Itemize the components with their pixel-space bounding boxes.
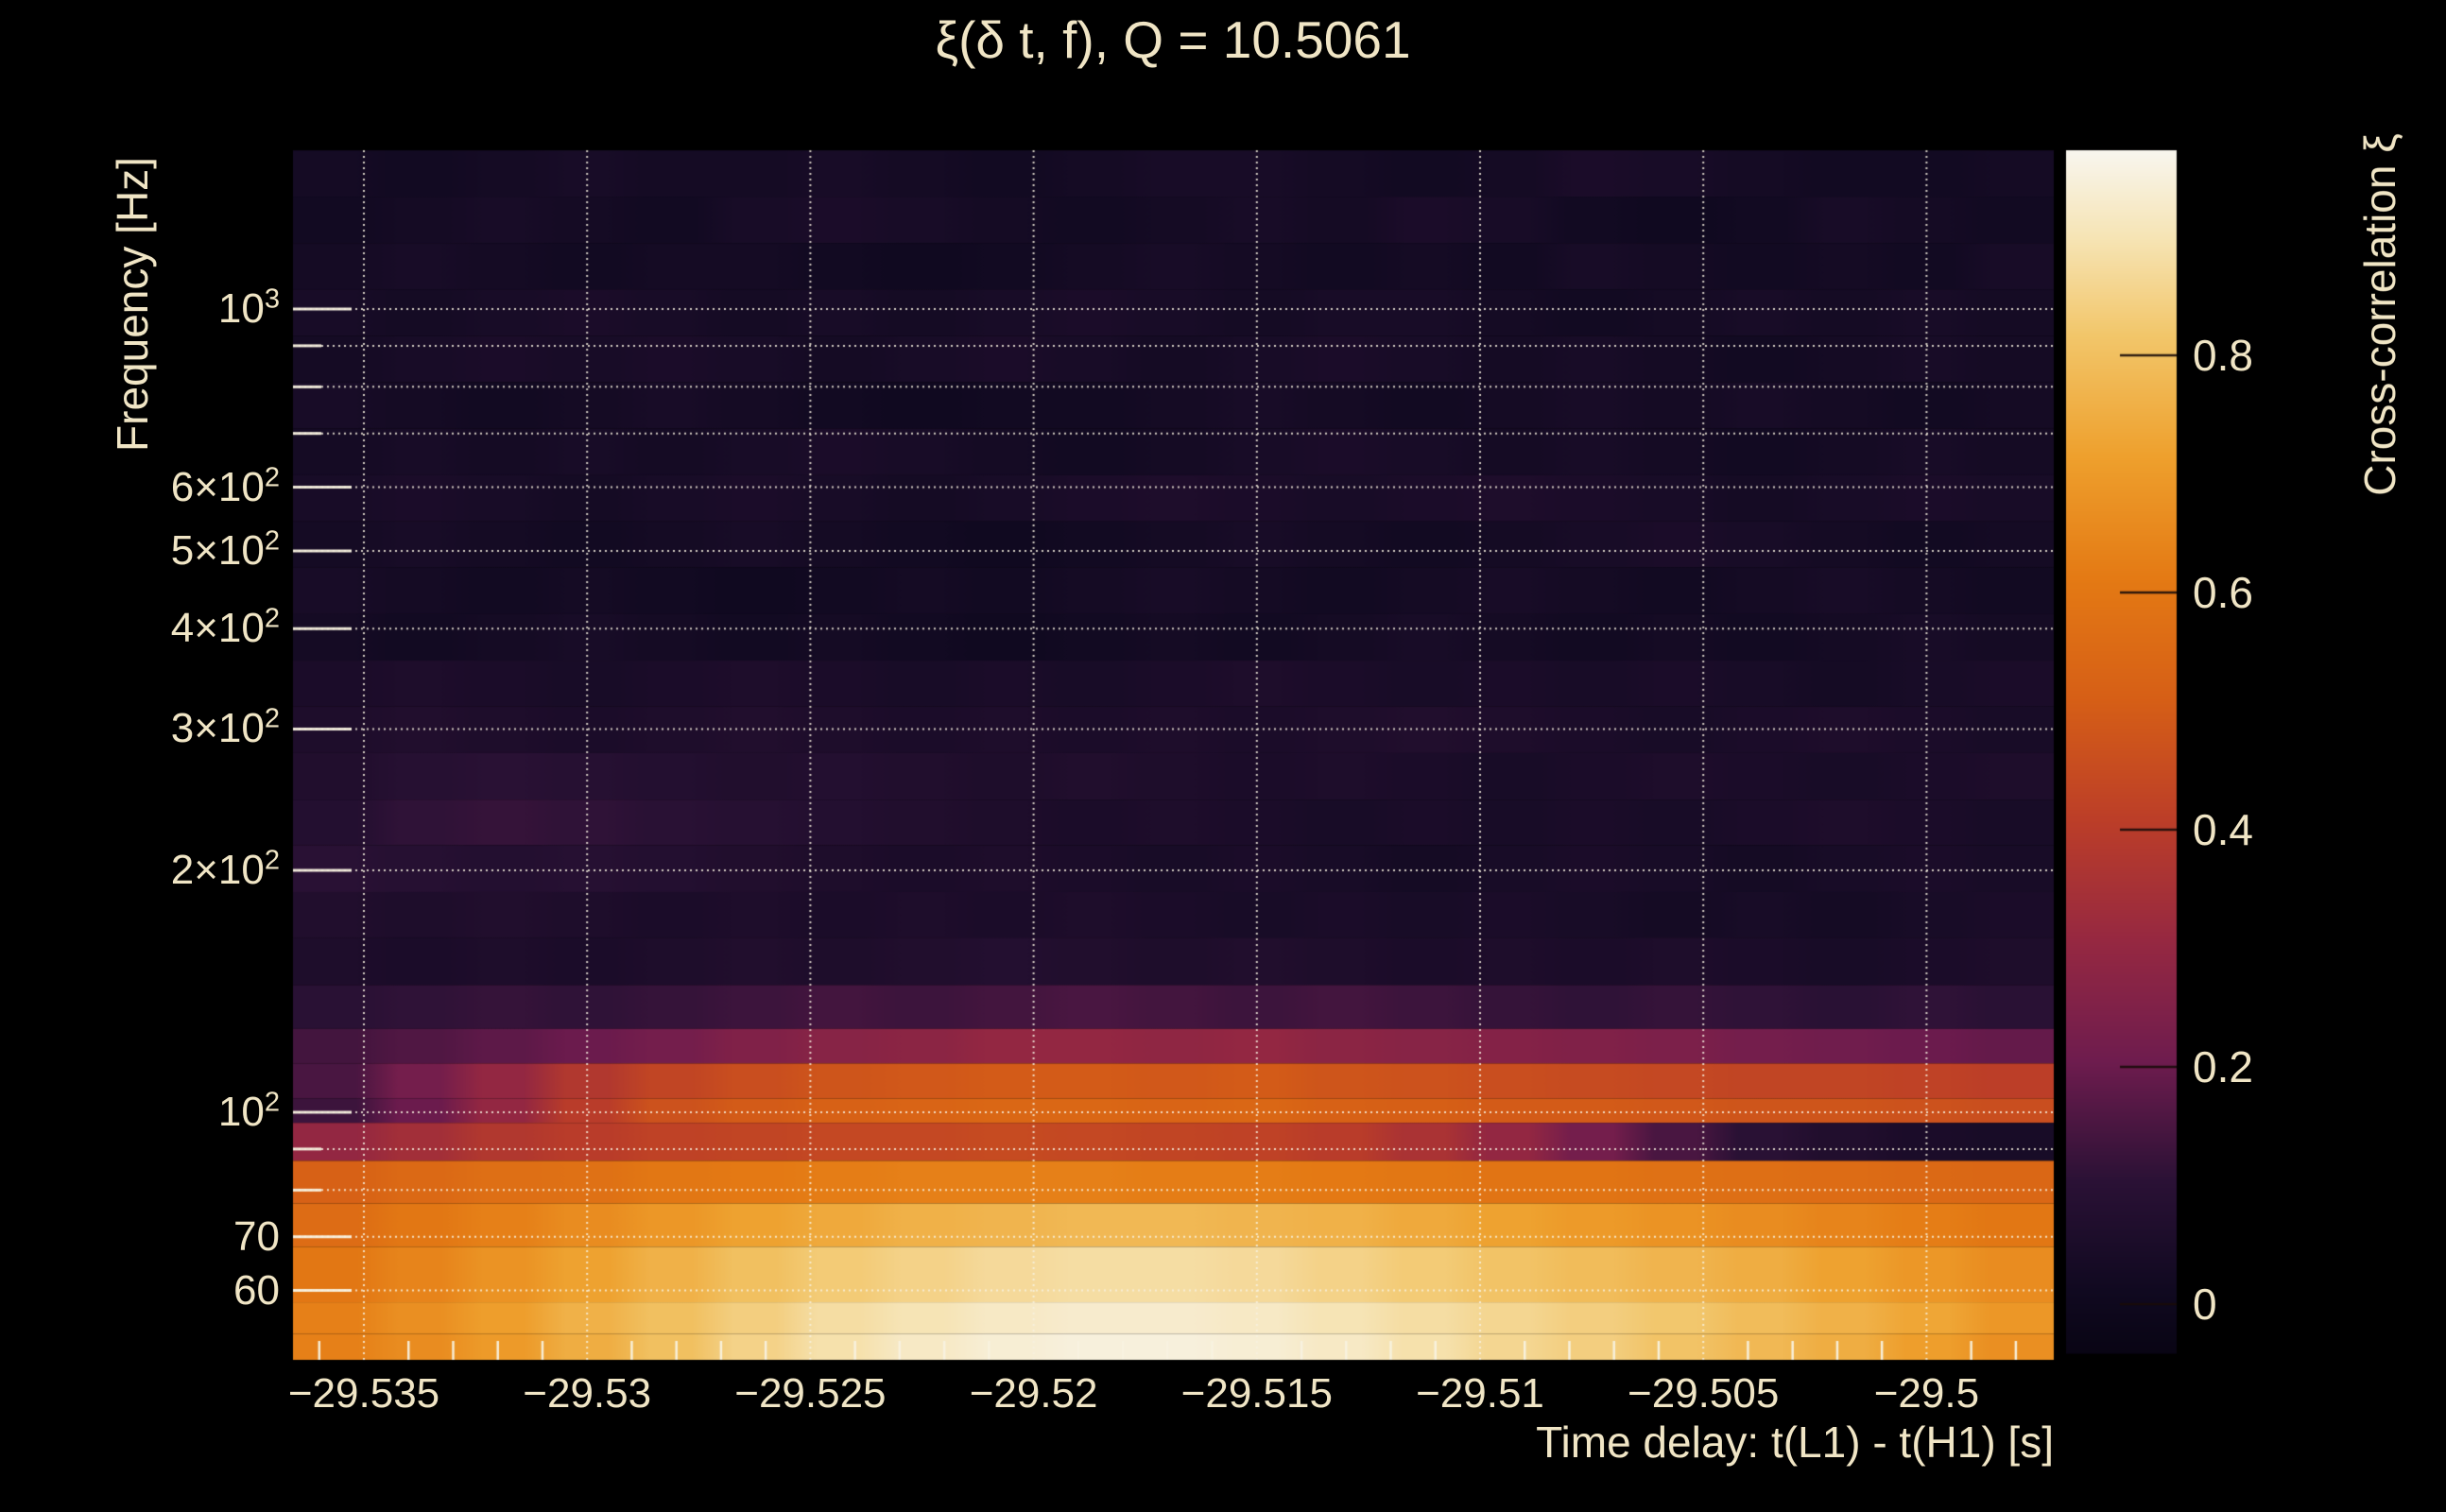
- y-tick-label: 102: [217, 1087, 280, 1135]
- y-tick-label: 5×102: [170, 525, 280, 574]
- colorbar-tick-label: 0.6: [2193, 568, 2253, 617]
- x-tick-label: −29.5: [1873, 1370, 1980, 1417]
- y-axis-label: Frequency [Hz]: [108, 157, 157, 452]
- x-tick-label: −29.525: [734, 1370, 887, 1417]
- colorbar-tick-label: 0: [2193, 1280, 2217, 1329]
- colorbar-tick-label: 0.4: [2193, 805, 2253, 854]
- y-tick-label: 60: [233, 1266, 280, 1314]
- x-tick-label: −29.53: [523, 1370, 652, 1417]
- y-tick-label: 2×102: [170, 845, 280, 894]
- x-axis-label: Time delay: t(L1) - t(H1) [s]: [1536, 1418, 2054, 1467]
- y-tick-label: 70: [233, 1212, 280, 1260]
- x-tick-label: −29.51: [1416, 1370, 1544, 1417]
- x-tick-label: −29.505: [1628, 1370, 1780, 1417]
- colorbar-tick-label: 0.2: [2193, 1042, 2253, 1091]
- y-tick-label: 6×102: [170, 461, 280, 510]
- y-tick-label: 103: [217, 284, 280, 332]
- x-tick-label: −29.515: [1180, 1370, 1333, 1417]
- colorbar-tick-label: 0.8: [2193, 331, 2253, 380]
- y-tick-label: 3×102: [170, 703, 280, 752]
- x-tick-label: −29.52: [969, 1370, 1098, 1417]
- x-tick-label: −29.535: [287, 1370, 440, 1417]
- y-tick-label: 4×102: [170, 603, 280, 652]
- plot-title: ξ(δ t, f), Q = 10.5061: [935, 10, 1411, 69]
- colorbar-label: Cross-correlation ξ: [2355, 133, 2404, 496]
